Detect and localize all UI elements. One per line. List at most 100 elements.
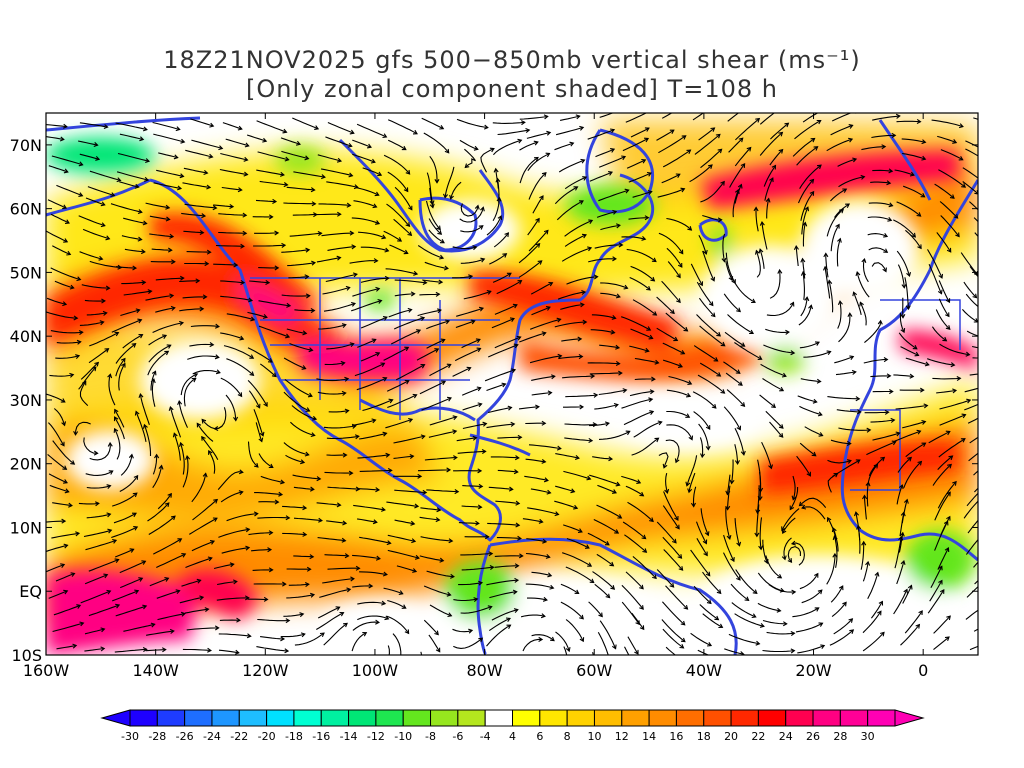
streamline <box>862 561 869 582</box>
streamline <box>354 362 385 377</box>
streamline-arrow <box>175 589 181 595</box>
streamline-arrow <box>388 398 394 404</box>
streamline-arrow <box>306 566 312 572</box>
streamline-arrow <box>316 476 322 482</box>
streamline-arrow <box>380 362 386 367</box>
streamline <box>218 633 251 637</box>
streamline-arrow <box>721 257 727 263</box>
streamline <box>387 139 407 151</box>
streamline-arrow <box>305 247 311 253</box>
streamline-arrow <box>990 370 994 374</box>
streamline <box>894 536 902 569</box>
streamline-arrow <box>245 545 251 551</box>
streamline <box>189 343 214 347</box>
streamline-arrow <box>545 306 551 311</box>
streamline-arrow <box>421 676 425 680</box>
streamline <box>115 343 136 364</box>
streamline-arrow <box>986 571 990 575</box>
streamline <box>293 517 322 522</box>
streamline <box>497 469 518 473</box>
streamline <box>872 169 893 172</box>
streamline-arrow <box>917 244 922 250</box>
streamline-arrow <box>889 389 894 395</box>
streamline-arrow <box>981 494 985 498</box>
streamline <box>360 352 380 362</box>
streamline-arrow <box>911 232 917 238</box>
streamline <box>698 297 716 317</box>
streamline <box>417 469 451 472</box>
streamline-arrow <box>242 230 248 236</box>
streamline <box>564 234 587 247</box>
streamline-arrow <box>274 499 280 505</box>
streamline <box>802 113 819 123</box>
colorbar-swatch <box>375 709 404 727</box>
streamline-arrow <box>579 302 585 308</box>
streamline <box>656 129 675 141</box>
streamline-arrow <box>623 284 629 290</box>
streamline <box>899 512 905 537</box>
streamline <box>622 138 649 152</box>
streamline <box>723 552 741 581</box>
streamline-arrow <box>476 347 482 353</box>
streamline <box>452 275 473 279</box>
streamline-arrow <box>370 158 376 164</box>
streamline-arrow <box>837 300 843 306</box>
streamline-arrow <box>158 464 164 470</box>
streamline-arrow <box>960 438 966 443</box>
streamline <box>394 279 427 284</box>
streamline <box>600 292 621 298</box>
streamline-arrow <box>478 580 484 586</box>
streamline <box>251 549 272 552</box>
streamline-arrow <box>541 331 547 337</box>
streamline <box>592 571 615 590</box>
streamline-arrow <box>634 649 639 655</box>
streamline-arrow <box>986 336 990 340</box>
streamline <box>294 632 325 646</box>
streamline <box>290 421 315 437</box>
streamline <box>799 497 827 508</box>
streamline <box>53 408 66 426</box>
streamline-arrow <box>340 360 346 366</box>
streamline-arrow <box>140 249 146 255</box>
streamline <box>599 620 617 649</box>
streamline-arrow <box>411 538 417 544</box>
streamline <box>284 378 313 397</box>
streamline-arrow <box>398 590 404 596</box>
streamline <box>149 577 169 587</box>
streamline <box>527 507 559 516</box>
streamline <box>456 437 477 442</box>
streamline <box>115 358 126 377</box>
streamline <box>452 246 477 250</box>
streamline-arrow <box>482 421 488 427</box>
streamline <box>564 437 593 442</box>
streamline-arrow <box>382 376 388 382</box>
streamline-arrow <box>900 559 906 565</box>
streamline-arrow <box>447 396 452 402</box>
streamline-arrow <box>592 422 598 428</box>
streamline-arrow <box>236 617 241 623</box>
streamline-arrow <box>478 483 484 489</box>
streamline <box>256 120 287 133</box>
streamline <box>223 345 254 359</box>
streamline-arrow <box>104 348 110 353</box>
streamline-arrow <box>484 534 490 540</box>
streamline-arrow <box>899 531 905 537</box>
streamline <box>426 489 459 493</box>
streamline <box>662 342 685 355</box>
colorbar-label: -10 <box>394 730 412 743</box>
streamline <box>393 455 414 459</box>
streamline-arrow <box>349 230 355 236</box>
streamline-arrow <box>164 350 170 356</box>
streamline-arrow <box>676 298 681 304</box>
streamline-arrow <box>808 304 814 310</box>
streamline <box>454 348 481 362</box>
streamline-arrow <box>588 437 594 443</box>
streamline <box>765 555 782 579</box>
streamline-arrow <box>372 203 378 209</box>
streamline <box>155 307 175 313</box>
streamline <box>256 646 289 652</box>
streamline <box>351 632 367 652</box>
streamline <box>52 245 71 256</box>
streamline <box>119 475 139 492</box>
